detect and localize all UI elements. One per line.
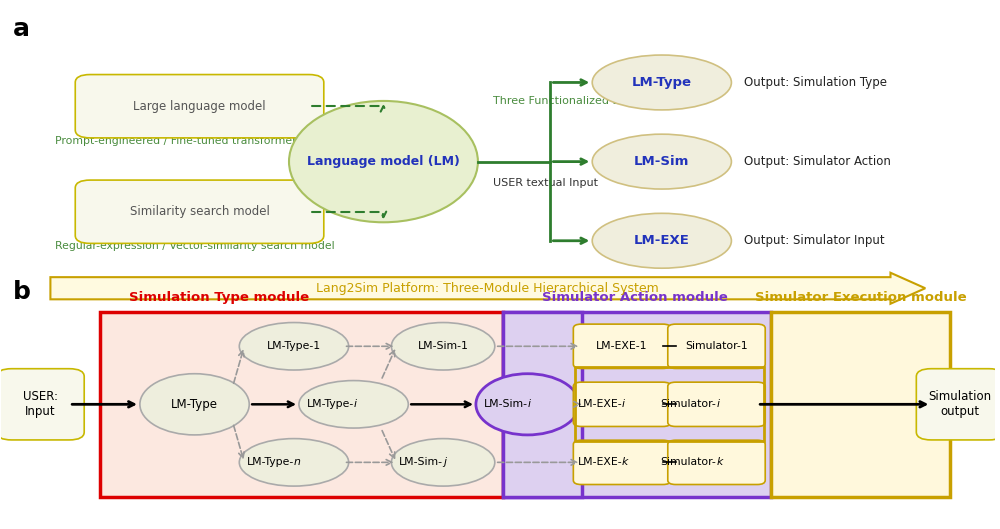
FancyBboxPatch shape (573, 382, 671, 426)
Text: USER:
Input: USER: Input (23, 390, 58, 418)
Text: Simulator Execution module: Simulator Execution module (755, 291, 966, 304)
Text: Simulator-: Simulator- (661, 458, 716, 467)
Ellipse shape (140, 373, 249, 435)
Text: LM-Sim-: LM-Sim- (484, 399, 528, 409)
Text: i: i (716, 399, 719, 409)
Text: LM-Type: LM-Type (171, 398, 218, 411)
Ellipse shape (299, 380, 408, 428)
Text: LM-Sim-: LM-Sim- (399, 458, 443, 467)
FancyBboxPatch shape (668, 440, 765, 485)
Text: LM-Sim: LM-Sim (634, 155, 690, 168)
Text: Output: Simulation Type: Output: Simulation Type (744, 76, 887, 89)
Text: k: k (622, 458, 628, 467)
Text: LM-EXE-1: LM-EXE-1 (596, 341, 648, 351)
Text: USER textual Input: USER textual Input (493, 178, 598, 188)
Text: Three Functionalized LM: Three Functionalized LM (493, 96, 628, 106)
Text: LM-Type-: LM-Type- (247, 458, 294, 467)
Bar (503, 312, 771, 497)
Text: LM-EXE: LM-EXE (634, 234, 690, 247)
Ellipse shape (391, 323, 495, 370)
Text: n: n (294, 458, 301, 467)
Text: i: i (354, 399, 357, 409)
FancyBboxPatch shape (668, 324, 765, 368)
FancyBboxPatch shape (916, 369, 1000, 440)
Bar (771, 312, 950, 497)
Text: b: b (13, 280, 30, 304)
Text: k: k (716, 458, 723, 467)
Ellipse shape (391, 439, 495, 486)
Text: Simulator-: Simulator- (661, 399, 716, 409)
FancyBboxPatch shape (573, 440, 671, 485)
Ellipse shape (239, 323, 349, 370)
Text: LM-EXE-: LM-EXE- (577, 458, 622, 467)
Text: LM-Type-1: LM-Type-1 (267, 341, 321, 351)
Text: LM-Type: LM-Type (632, 76, 692, 89)
Text: Language model (LM): Language model (LM) (307, 155, 460, 168)
FancyBboxPatch shape (573, 324, 671, 368)
Text: Similarity search model: Similarity search model (130, 205, 269, 218)
Ellipse shape (239, 439, 349, 486)
Bar (503, 312, 582, 497)
Text: Simulation
output: Simulation output (929, 390, 992, 418)
Text: Regular-expression / Vector-similarity search model: Regular-expression / Vector-similarity s… (55, 241, 335, 251)
Text: a: a (13, 16, 30, 41)
FancyBboxPatch shape (668, 382, 765, 426)
Text: Lang2Sim Platform: Three-Module Hierarchical System: Lang2Sim Platform: Three-Module Hierarch… (316, 282, 659, 295)
Ellipse shape (476, 373, 579, 435)
Ellipse shape (592, 55, 731, 110)
Text: i: i (622, 399, 625, 409)
Text: LM-EXE-: LM-EXE- (577, 399, 622, 409)
Ellipse shape (289, 101, 478, 222)
Text: Output: Simulator Input: Output: Simulator Input (744, 234, 885, 247)
Text: Large language model: Large language model (133, 100, 266, 113)
Text: i: i (528, 399, 531, 409)
Bar (575, 367, 764, 441)
Ellipse shape (592, 134, 731, 189)
Text: Simulator-1: Simulator-1 (685, 341, 748, 351)
Text: LM-Type-: LM-Type- (306, 399, 354, 409)
FancyBboxPatch shape (75, 180, 324, 243)
Text: j: j (443, 458, 446, 467)
Text: Simulator Action module: Simulator Action module (542, 291, 728, 304)
FancyArrow shape (50, 273, 925, 304)
Ellipse shape (592, 213, 731, 268)
Text: Prompt-engineered / Fine-tuned transformer: Prompt-engineered / Fine-tuned transform… (55, 135, 297, 145)
Text: Output: Simulator Action: Output: Simulator Action (744, 155, 891, 168)
Text: Simulation Type module: Simulation Type module (129, 291, 309, 304)
Bar (100, 312, 503, 497)
FancyBboxPatch shape (75, 75, 324, 138)
FancyBboxPatch shape (0, 369, 84, 440)
Text: LM-Sim-1: LM-Sim-1 (418, 341, 469, 351)
